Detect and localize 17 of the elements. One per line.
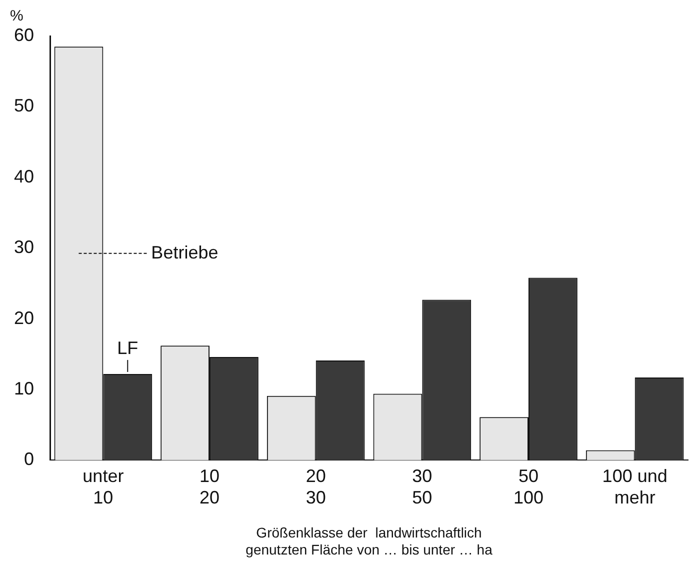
y-tick-label: 60 <box>14 24 34 45</box>
x-tick-label: 50 100 <box>513 466 544 508</box>
y-tick-label: 10 <box>14 378 34 398</box>
series-label: LF <box>117 338 138 358</box>
y-axis-title: % <box>10 8 24 25</box>
y-tick-label: 20 <box>14 308 34 328</box>
x-tick-label: 10 20 <box>200 466 220 508</box>
x-tick-label: 100 und mehr <box>602 466 668 508</box>
y-tick-label: 40 <box>14 166 34 186</box>
y-tick-label: 30 <box>14 237 34 258</box>
text: Betriebe <box>151 242 218 262</box>
x-tick-label: 20 30 <box>306 466 326 508</box>
x-tick-label: unter 10 <box>82 466 124 508</box>
y-tick-label: 50 <box>14 96 34 116</box>
x-axis-title: Größenklasse der landwirtschaftlich genutzten Fläche von … bis unter … ha <box>246 524 493 558</box>
y-tick-label: 0 <box>24 449 34 470</box>
x-tick-label: 30 50 <box>412 466 432 508</box>
